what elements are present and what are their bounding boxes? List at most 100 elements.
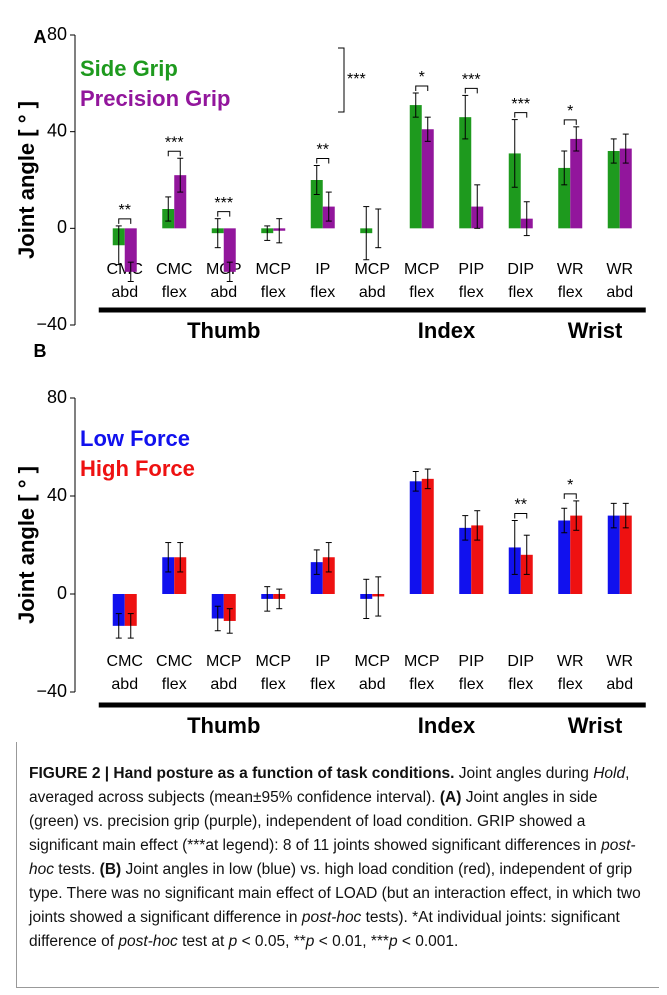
sig-bracket xyxy=(316,158,330,164)
bar xyxy=(619,148,632,229)
sig-label: *** xyxy=(165,134,184,151)
error-bar xyxy=(165,196,172,222)
sig-bracket xyxy=(217,211,231,217)
error-bar xyxy=(511,119,518,188)
bar xyxy=(570,138,583,229)
x-tick-label: WR flex xyxy=(557,653,584,693)
caption-text: Joint angles in side (green) vs. precisi… xyxy=(29,789,602,854)
y-axis-label: Joint angle [ ° ] xyxy=(14,466,39,624)
error-bar xyxy=(375,208,382,249)
sig-label: *** xyxy=(462,72,481,89)
sig-label: * xyxy=(567,477,573,494)
error-bar xyxy=(523,534,530,575)
caption-text: < 0.001. xyxy=(397,933,459,950)
bar xyxy=(310,562,323,594)
error-bar xyxy=(622,502,629,529)
error-bar xyxy=(375,576,382,617)
bar xyxy=(558,167,571,229)
error-bar xyxy=(276,218,283,244)
caption-text: post-hoc xyxy=(118,933,178,950)
y-tick-label: 80 xyxy=(47,387,67,407)
error-bar xyxy=(226,261,233,282)
error-bar xyxy=(214,218,221,249)
sig-bracket xyxy=(563,119,577,125)
legend-sig-label: *** xyxy=(347,71,366,88)
legend-label: Precision Grip xyxy=(80,86,230,111)
sig-label: * xyxy=(419,69,425,86)
bar xyxy=(471,525,484,594)
error-bar xyxy=(325,191,332,222)
error-bar xyxy=(610,138,617,164)
y-axis-label: Joint angle [ ° ] xyxy=(14,101,39,259)
x-tick-label: IP flex xyxy=(310,261,335,301)
sig-label: ** xyxy=(515,497,527,514)
group-label: Index xyxy=(418,713,476,738)
bar xyxy=(409,481,422,594)
caption-text: (A) xyxy=(439,789,462,806)
error-bar xyxy=(363,206,370,261)
y-tick-label: −40 xyxy=(36,681,67,701)
error-bar xyxy=(412,92,419,118)
bar xyxy=(508,153,521,229)
error-bar xyxy=(276,588,283,610)
error-bar xyxy=(313,165,320,195)
error-bar xyxy=(424,468,431,490)
caption-text: FIGURE 2 | Hand posture as a function of… xyxy=(29,765,455,782)
sig-label: *** xyxy=(214,195,233,212)
error-bar xyxy=(325,542,332,573)
caption-text: < 0.05, ** xyxy=(237,933,306,950)
error-bar xyxy=(424,116,431,142)
bar xyxy=(459,527,472,594)
caption: FIGURE 2 | Hand posture as a function of… xyxy=(16,742,659,988)
sig-label: ** xyxy=(317,142,329,159)
caption-text: (B) xyxy=(99,861,122,878)
x-tick-label: CMC flex xyxy=(156,653,192,693)
error-bar xyxy=(115,225,122,266)
bar xyxy=(607,151,620,229)
error-bar xyxy=(474,510,481,541)
x-tick-label: DIP flex xyxy=(507,261,534,301)
error-bar xyxy=(511,520,518,575)
sig-bracket xyxy=(514,513,528,519)
group-label: Index xyxy=(418,318,476,343)
y-tick-label: −40 xyxy=(36,314,67,334)
legend-label: High Force xyxy=(80,456,195,481)
sig-bracket xyxy=(118,218,132,224)
caption-text: test at xyxy=(177,933,229,950)
bar xyxy=(421,478,434,594)
error-bar xyxy=(214,605,221,632)
bar xyxy=(558,520,571,594)
error-bar xyxy=(127,261,134,282)
legend-bracket xyxy=(338,47,345,113)
bar xyxy=(310,180,323,229)
bar xyxy=(322,557,335,594)
bar xyxy=(174,557,187,594)
caption-text: post-hoc xyxy=(29,837,636,878)
bar xyxy=(124,228,137,272)
bar xyxy=(459,117,472,229)
caption-text: p xyxy=(228,933,238,950)
error-bar xyxy=(226,608,233,634)
panel-label: B xyxy=(34,341,47,361)
error-bar xyxy=(523,201,530,237)
error-bar xyxy=(412,471,419,492)
caption-text: p xyxy=(305,933,315,950)
y-tick-label: 40 xyxy=(47,120,67,140)
x-tick-label: IP flex xyxy=(310,653,335,693)
x-tick-label: PIP flex xyxy=(458,261,484,301)
bar xyxy=(223,594,236,621)
y-tick-label: 0 xyxy=(57,217,67,237)
sig-bracket xyxy=(464,87,478,94)
x-tick-label: PIP flex xyxy=(458,653,484,693)
error-bar xyxy=(363,578,370,619)
y-tick-label: 0 xyxy=(57,583,67,603)
group-label: Thumb xyxy=(187,318,260,343)
sig-label: *** xyxy=(511,96,530,113)
error-bar xyxy=(177,542,184,573)
caption-text: < 0.01, *** xyxy=(314,933,389,950)
error-bar xyxy=(127,613,134,639)
